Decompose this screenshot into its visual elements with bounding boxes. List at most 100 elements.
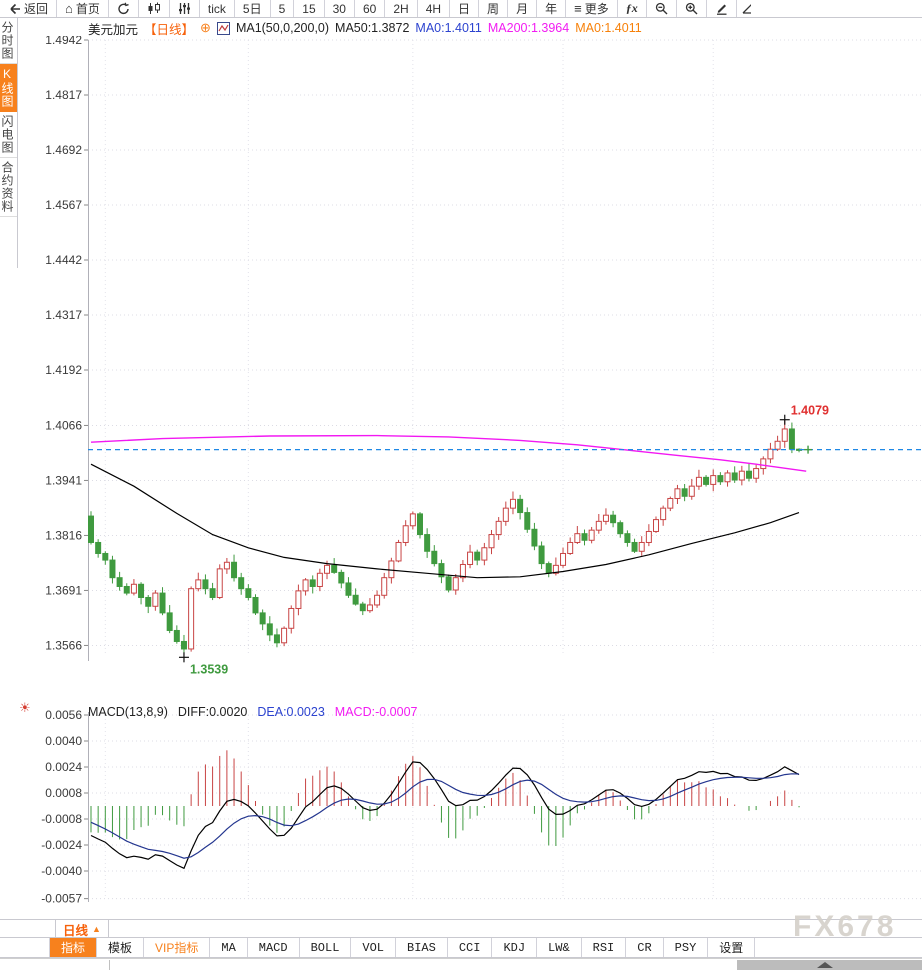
more-icon: ≡ [574, 1, 582, 16]
chevron-up-icon: ▲ [92, 924, 101, 934]
interval-5d-button[interactable]: 5日 [235, 0, 271, 17]
svg-text:0.0008: 0.0008 [45, 786, 82, 800]
symbol-name: 美元加元 [88, 22, 139, 37]
interval-30m-button-label: 30 [332, 1, 346, 16]
tab-macd[interactable]: MACD [248, 938, 300, 957]
interval-tick-button[interactable]: tick [200, 0, 235, 17]
chart-type-sidebar: 分时图 K线图 闪电图 合约资料 [0, 18, 18, 268]
svg-text:1.4066: 1.4066 [45, 418, 82, 432]
macd-dea-value: DEA:0.0023 [257, 705, 325, 719]
interval-tick-button-label: tick [207, 1, 226, 16]
refresh-button[interactable] [109, 0, 139, 17]
ma50-value-label: MA50:1.3872 [335, 21, 410, 35]
svg-text:1.4442: 1.4442 [45, 253, 82, 267]
tab-boll[interactable]: BOLL [300, 938, 352, 957]
tab-cr[interactable]: CR [626, 938, 664, 957]
tab-vol[interactable]: VOL [351, 938, 397, 957]
interval-4h-button-label: 4H [425, 1, 442, 16]
svg-text:1.4079: 1.4079 [791, 404, 829, 418]
period-label: 【日线】 [144, 22, 195, 37]
back-icon [8, 3, 21, 15]
svg-text:0.0056: 0.0056 [45, 708, 82, 722]
tab-settings[interactable]: 设置 [708, 938, 756, 957]
add-compare-icon[interactable]: ⊕ [200, 20, 211, 35]
indicator-sliders-button[interactable] [170, 0, 200, 17]
svg-text:1.3691: 1.3691 [45, 583, 82, 597]
interval-month-button[interactable]: 月 [508, 0, 538, 17]
macd-value: MACD:-0.0007 [334, 705, 418, 719]
svg-text:1.3539: 1.3539 [190, 662, 228, 676]
ma0-orange-value-label: MA0:1.4011 [575, 21, 642, 35]
sidebar-item-contract-info[interactable]: 合约资料 [0, 158, 17, 217]
more-button-label: 更多 [584, 2, 609, 16]
tab-vip-indicators[interactable]: VIP指标 [144, 938, 211, 957]
interval-day-button[interactable]: 日 [450, 0, 480, 17]
ma200-value-label: MA200:1.3964 [487, 21, 570, 35]
interval-4h-button[interactable]: 4H [418, 0, 451, 17]
angle-tool-button[interactable] [737, 0, 751, 17]
interval-year-button-label: 年 [545, 2, 558, 16]
tab-rsi[interactable]: RSI [582, 938, 627, 957]
sliders-icon [178, 2, 191, 15]
home-icon: ⌂ [65, 1, 73, 16]
back-button[interactable]: 返回 [0, 0, 58, 17]
partial-bottom-tab[interactable] [0, 960, 110, 970]
indicator-tabs-row: 指标 模板 VIP指标 MA MACD BOLL VOL BIAS CCI KDJ LW& RSI CR… [0, 937, 922, 958]
tab-psy[interactable]: PSY [664, 938, 709, 957]
interval-year-button[interactable]: 年 [537, 0, 567, 17]
fx-indicator-button[interactable]: ƒx [618, 0, 647, 17]
tab-indicators[interactable]: 指标 [50, 938, 98, 957]
draw-button[interactable] [707, 0, 737, 17]
tab-ma[interactable]: MA [210, 938, 248, 957]
more-button[interactable]: ≡ 更多 [566, 0, 618, 17]
period-selector-button[interactable]: 日线 ▲ [55, 920, 109, 938]
home-button[interactable]: ⌂ 首页 [57, 0, 109, 17]
tab-templates[interactable]: 模板 [97, 938, 145, 957]
interval-week-button[interactable]: 周 [479, 0, 509, 17]
macd-title: MACD(13,8,9) [88, 705, 168, 719]
svg-text:1.3816: 1.3816 [45, 528, 82, 542]
svg-text:1.4192: 1.4192 [45, 363, 82, 377]
svg-text:0.0024: 0.0024 [45, 760, 82, 774]
macd-settings-icon[interactable]: ☀ [19, 700, 31, 715]
tab-lw[interactable]: LW& [537, 938, 582, 957]
fx-indicator-button-label: ƒx [625, 1, 638, 15]
interval-5m-button[interactable]: 5 [271, 0, 295, 17]
macd-legend: MACD(13,8,9) DIFF:0.0020 DEA:0.0023 MACD… [88, 704, 417, 720]
tab-cci[interactable]: CCI [448, 938, 493, 957]
zoom-out-icon [655, 2, 668, 15]
kline-icon [147, 2, 161, 15]
ma0-blue-value-label: MA0:1.4011 [415, 21, 482, 35]
svg-text:1.4942: 1.4942 [45, 36, 82, 47]
interval-5m-button-label: 5 [278, 1, 286, 16]
svg-text:1.4317: 1.4317 [45, 308, 82, 322]
interval-60m-button[interactable]: 60 [355, 0, 386, 17]
tab-bias[interactable]: BIAS [396, 938, 448, 957]
sidebar-item-lightning-chart[interactable]: 闪电图 [0, 112, 17, 158]
chart-type-button[interactable] [139, 0, 170, 17]
bottom-scroll-row [0, 958, 922, 970]
interval-15m-button[interactable]: 15 [294, 0, 325, 17]
svg-text:1.4817: 1.4817 [45, 88, 82, 102]
horizontal-scrollbar[interactable] [737, 960, 922, 970]
home-button-label: 首页 [75, 2, 100, 16]
interval-5d-button-label: 5日 [242, 2, 262, 16]
interval-2h-button[interactable]: 2H [385, 0, 418, 17]
tabs-spacer [0, 938, 50, 957]
time-axis-row: 日线 ▲ [0, 919, 922, 938]
interval-30m-button[interactable]: 30 [325, 0, 355, 17]
ma-chart-icon[interactable] [216, 21, 230, 35]
svg-text:1.3941: 1.3941 [45, 473, 82, 487]
interval-month-button-label: 月 [516, 2, 529, 16]
svg-text:-0.0024: -0.0024 [41, 838, 82, 852]
sidebar-item-kline-chart[interactable]: K线图 [0, 64, 17, 112]
zoom-in-button[interactable] [677, 0, 707, 17]
svg-text:1.4567: 1.4567 [45, 198, 82, 212]
svg-text:1.3566: 1.3566 [45, 638, 82, 652]
zoom-out-button[interactable] [647, 0, 677, 17]
tab-kdj[interactable]: KDJ [492, 938, 538, 957]
scroll-up-arrow-icon[interactable] [817, 962, 833, 968]
interval-2h-button-label: 2H [393, 1, 409, 16]
sidebar-item-time-chart[interactable]: 分时图 [0, 18, 17, 64]
